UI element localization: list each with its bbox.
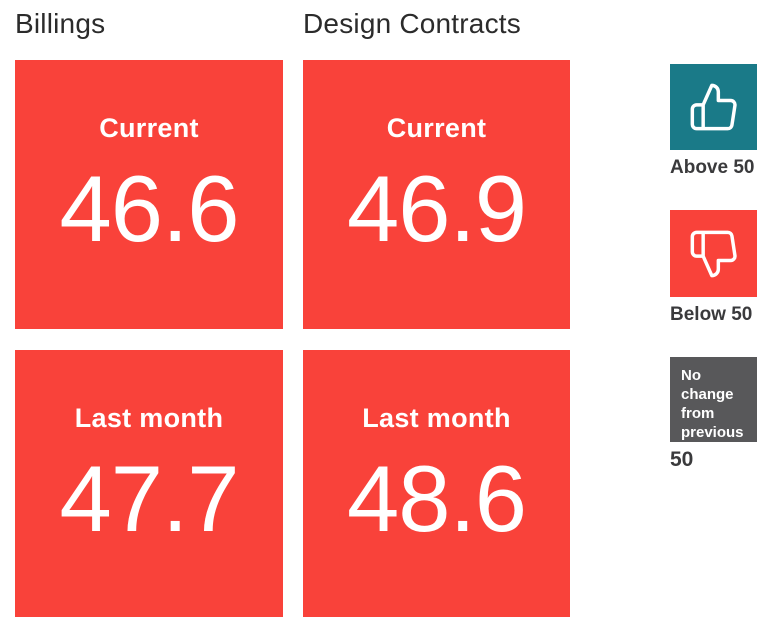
tile-label: Current <box>386 113 487 143</box>
column-title-design-contracts: Design Contracts <box>303 8 521 39</box>
legend-no-change-text: No change from previous period <box>681 367 744 460</box>
legend-50-label: 50 <box>670 448 694 471</box>
tile-value: 48.6 <box>347 446 527 552</box>
tile-value: 46.6 <box>59 156 240 262</box>
legend-below-50-label: Below 50 <box>670 304 753 325</box>
column-title-billings: Billings <box>15 8 106 39</box>
legend-no-change-swatch: No change from previous period <box>670 357 757 460</box>
legend-below-50-swatch <box>670 210 757 297</box>
tile-value: 46.9 <box>347 156 527 262</box>
thumbs-down-icon <box>690 230 737 277</box>
legend-above-50-swatch <box>670 64 757 150</box>
billings-current-tile: Current 46.6 <box>15 60 283 329</box>
tile-label: Current <box>99 113 199 143</box>
thumbs-up-icon <box>690 83 737 131</box>
billings-last-month-tile: Last month 47.7 <box>15 350 283 617</box>
design-contracts-current-tile: Current 46.9 <box>303 60 570 329</box>
tile-value: 47.7 <box>59 446 240 552</box>
legend-above-50-label: Above 50 <box>670 157 755 178</box>
tile-label: Last month <box>362 403 511 433</box>
design-contracts-last-month-tile: Last month 48.6 <box>303 350 570 617</box>
tile-label: Last month <box>74 403 224 433</box>
